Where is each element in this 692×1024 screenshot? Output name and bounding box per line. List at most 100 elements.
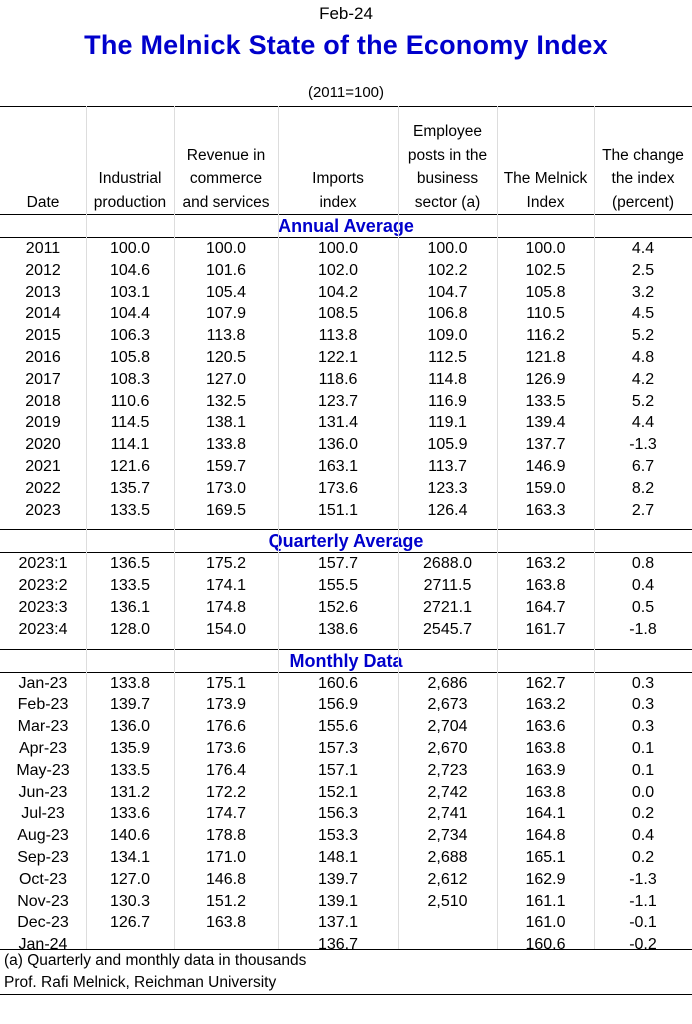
cell-employee-posts: 2,612 xyxy=(427,870,468,888)
cell-revenue-commerce-services: 138.1 xyxy=(205,414,247,432)
table-row: 2018 110.6 132.5 123.7 116.9 133.5 5.2 xyxy=(0,391,692,413)
cell-revenue-commerce-services: 176.4 xyxy=(205,761,247,779)
column-header-line: Date xyxy=(26,193,60,211)
cell-melnick-index: 133.5 xyxy=(525,392,566,410)
column-header-line: sector (a) xyxy=(414,193,481,211)
cell-industrial-production: 121.6 xyxy=(109,457,151,475)
cell-revenue-commerce-services: 174.1 xyxy=(205,577,247,595)
cell-employee-posts: 2,510 xyxy=(427,892,468,910)
cell-industrial-production: 133.5 xyxy=(109,577,151,595)
cell-melnick-index: 163.3 xyxy=(525,501,566,519)
cell-date: Jan-24 xyxy=(18,936,68,954)
cell-melnick-index: 161.7 xyxy=(525,620,566,638)
cell-melnick-index: 162.7 xyxy=(525,674,566,692)
cell-date: 2018 xyxy=(25,392,61,410)
cell-revenue-commerce-services: 159.7 xyxy=(205,457,247,475)
cell-melnick-index: 110.5 xyxy=(526,305,565,323)
cell-imports-index: 113.8 xyxy=(318,327,358,345)
cell-melnick-index: 163.6 xyxy=(525,718,566,736)
cell-melnick-index: 163.2 xyxy=(525,696,566,714)
cell-employee-posts xyxy=(398,912,497,934)
section-title: Annual Average xyxy=(0,214,692,238)
cell-employee-posts: 109.0 xyxy=(427,327,468,345)
cell-date: 2023:3 xyxy=(18,598,68,616)
cell-melnick-index: 163.8 xyxy=(525,783,566,801)
cell-industrial-production: 114.5 xyxy=(110,414,150,432)
cell-revenue-commerce-services: 169.5 xyxy=(205,501,247,519)
table-row: Jan-23 133.8 175.1 160.6 2,686 162.7 0.3 xyxy=(0,672,692,694)
cell-industrial-production: 133.5 xyxy=(109,501,151,519)
cell-change-percent: -1.1 xyxy=(629,892,657,910)
table-row: 2021 121.6 159.7 163.1 113.7 146.9 6.7 xyxy=(0,456,692,478)
cell-industrial-production: 136.5 xyxy=(109,555,151,573)
cell-imports-index: 118.6 xyxy=(318,370,358,388)
cell-industrial-production: 134.1 xyxy=(109,848,151,866)
cell-date: Jun-23 xyxy=(18,783,68,801)
cell-date: 2023:2 xyxy=(18,577,68,595)
cell-industrial-production: 136.1 xyxy=(109,598,151,616)
cell-date: 2023:1 xyxy=(18,555,68,573)
cell-date: 2015 xyxy=(25,327,61,345)
cell-employee-posts: 2,670 xyxy=(427,739,468,757)
cell-melnick-index: 165.1 xyxy=(525,848,566,866)
table-row: 2023 133.5 169.5 151.1 126.4 163.3 2.7 xyxy=(0,500,692,522)
table-row: Sep-23 134.1 171.0 148.1 2,688 165.1 0.2 xyxy=(0,847,692,869)
cell-imports-index: 155.6 xyxy=(317,718,359,736)
cell-employee-posts: 104.7 xyxy=(427,283,468,301)
cell-revenue-commerce-services: 173.0 xyxy=(205,479,247,497)
column-gridline xyxy=(174,106,175,949)
cell-change-percent: 4.8 xyxy=(631,348,655,366)
cell-employee-posts: 126.4 xyxy=(427,501,468,519)
cell-industrial-production: 135.9 xyxy=(109,739,151,757)
table-row: 2023:3 136.1 174.8 152.6 2721.1 164.7 0.5 xyxy=(0,597,692,619)
cell-revenue-commerce-services: 105.4 xyxy=(205,283,247,301)
cell-industrial-production: 131.2 xyxy=(109,783,151,801)
cell-date: Sep-23 xyxy=(17,848,69,866)
cell-melnick-index: 164.8 xyxy=(525,827,566,845)
cell-melnick-index: 163.8 xyxy=(525,739,566,757)
cell-date: Jan-23 xyxy=(18,674,68,692)
cell-imports-index: 138.6 xyxy=(317,620,359,638)
cell-change-percent: 0.0 xyxy=(631,783,655,801)
cell-revenue-commerce-services: 174.8 xyxy=(205,598,247,616)
cell-change-percent: 0.4 xyxy=(631,827,655,845)
cell-change-percent: -1.3 xyxy=(629,436,657,454)
cell-date: Aug-23 xyxy=(17,827,69,845)
cell-date: 2023 xyxy=(25,501,61,519)
cell-revenue-commerce-services: 173.6 xyxy=(205,739,247,757)
table-row: 2015 106.3 113.8 113.8 109.0 116.2 5.2 xyxy=(0,325,692,347)
cell-date: Jul-23 xyxy=(21,805,65,823)
footnote-bottom-rule xyxy=(0,994,692,995)
column-header-employee-posts: Employee posts in the business sector (a) xyxy=(398,106,497,215)
cell-employee-posts: 2,741 xyxy=(427,805,468,823)
cell-melnick-index: 139.4 xyxy=(525,414,566,432)
cell-employee-posts: 114.8 xyxy=(428,370,467,388)
cell-melnick-index: 102.5 xyxy=(525,261,566,279)
table-row: 2017 108.3 127.0 118.6 114.8 126.9 4.2 xyxy=(0,369,692,391)
cell-change-percent: -0.2 xyxy=(629,936,657,954)
section-spacer xyxy=(0,521,692,530)
table-row: 2016 105.8 120.5 122.1 112.5 121.8 4.8 xyxy=(0,347,692,369)
section-header-row: Monthly Data xyxy=(0,648,692,673)
footnote-employee: (a) Quarterly and monthly data in thousa… xyxy=(4,952,307,969)
cell-imports-index: 157.3 xyxy=(317,739,359,757)
report-title: The Melnick State of the Economy Index xyxy=(84,30,608,60)
column-header-line: Imports xyxy=(312,170,364,187)
cell-revenue-commerce-services: 154.0 xyxy=(205,620,247,638)
cell-employee-posts: 2,673 xyxy=(427,696,468,714)
cell-imports-index: 173.6 xyxy=(317,479,359,497)
cell-melnick-index: 163.2 xyxy=(525,555,566,573)
table-row: Nov-23 130.3 151.2 139.1 2,510 161.1 -1.1 xyxy=(0,891,692,913)
table-row: 2023:2 133.5 174.1 155.5 2711.5 163.8 0.4 xyxy=(0,575,692,597)
cell-change-percent: -0.1 xyxy=(629,914,657,932)
column-header-line: (percent) xyxy=(611,193,675,211)
table-row: Jun-23 131.2 172.2 152.1 2,742 163.8 0.0 xyxy=(0,782,692,804)
footnote-author: Prof. Rafi Melnick, Reichman University xyxy=(4,974,277,991)
cell-imports-index: 148.1 xyxy=(317,848,359,866)
column-header-line: The Melnick xyxy=(503,170,588,187)
table-row: Oct-23 127.0 146.8 139.7 2,612 162.9 -1.3 xyxy=(0,869,692,891)
table-row: 2023:4 128.0 154.0 138.6 2545.7 161.7 -1.8 xyxy=(0,619,692,641)
cell-melnick-index: 161.1 xyxy=(525,892,566,910)
cell-imports-index: 100.0 xyxy=(317,240,359,257)
